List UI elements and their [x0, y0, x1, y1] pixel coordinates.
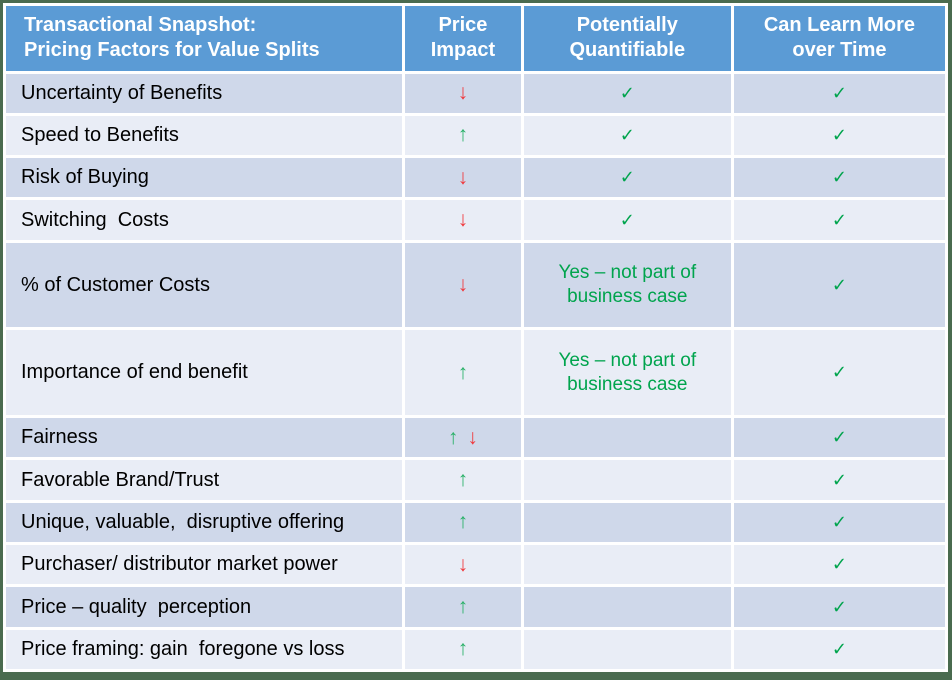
header-row: Transactional Snapshot: Pricing Factors … — [6, 6, 945, 71]
down-arrow-icon: ↓ — [467, 425, 478, 449]
quantifiable-cell — [523, 545, 731, 585]
down-arrow-icon: ↓ — [457, 273, 469, 297]
table-row: % of Customer Costs ↓ Yes – not part of … — [6, 242, 945, 328]
price-impact-cell: ↓ — [405, 158, 521, 198]
factor-label: Favorable Brand/Trust — [6, 460, 403, 500]
checkmark-icon: ✓ — [831, 124, 847, 145]
up-arrow-icon: ↑ — [457, 468, 469, 492]
column-header-price-impact: Price Impact — [405, 6, 521, 71]
learn-more-cell: ✓ — [733, 587, 945, 627]
price-impact-cell: ↑ ↓ — [405, 418, 521, 458]
learn-more-cell: ✓ — [733, 200, 945, 240]
price-impact-cell: ↑ — [405, 502, 521, 543]
column-header-factor: Transactional Snapshot: Pricing Factors … — [6, 6, 403, 71]
factor-label: Unique, valuable, disruptive offering — [6, 502, 403, 543]
factor-label: Importance of end benefit — [6, 330, 403, 416]
price-impact-cell: ↓ — [405, 73, 521, 113]
checkmark-icon: ✓ — [831, 167, 847, 188]
price-impact-cell: ↑ — [405, 629, 521, 669]
table-row: Fairness ↑ ↓ ✓ — [6, 418, 945, 458]
learn-more-cell: ✓ — [733, 158, 945, 198]
table-row: Speed to Benefits ↑ ✓ ✓ — [6, 115, 945, 156]
quantifiable-cell — [523, 587, 731, 627]
quantifiable-cell: ✓ — [523, 115, 731, 156]
factor-label: Speed to Benefits — [6, 115, 403, 156]
quantifiable-note: Yes – not part of business case — [558, 262, 697, 308]
quantifiable-cell — [523, 460, 731, 500]
up-arrow-icon: ↑ — [457, 360, 469, 384]
learn-more-cell: ✓ — [733, 418, 945, 458]
factor-label: Risk of Buying — [6, 158, 403, 198]
checkmark-icon: ✓ — [831, 554, 847, 575]
table-row: Risk of Buying ↓ ✓ ✓ — [6, 158, 945, 198]
quantifiable-cell — [523, 629, 731, 669]
checkmark-icon: ✓ — [831, 511, 847, 532]
column-header-quantifiable: Potentially Quantifiable — [523, 6, 731, 71]
up-arrow-icon: ↑ — [457, 510, 469, 534]
learn-more-cell: ✓ — [733, 73, 945, 113]
checkmark-icon: ✓ — [831, 209, 847, 230]
price-impact-cell: ↑ — [405, 460, 521, 500]
quantifiable-cell: Yes – not part of business case — [523, 330, 731, 416]
learn-more-cell: ✓ — [733, 115, 945, 156]
column-header-learn-more: Can Learn More over Time — [733, 6, 945, 71]
learn-more-cell: ✓ — [733, 330, 945, 416]
down-arrow-icon: ↓ — [457, 552, 469, 576]
down-arrow-icon: ↓ — [457, 165, 469, 189]
factor-label: Price framing: gain foregone vs loss — [6, 629, 403, 669]
learn-more-cell: ✓ — [733, 242, 945, 328]
table-row: Price framing: gain foregone vs loss ↑ ✓ — [6, 629, 945, 669]
quantifiable-cell — [523, 418, 731, 458]
quantifiable-note: Yes – not part of business case — [558, 350, 697, 395]
up-arrow-icon: ↑ — [447, 425, 459, 449]
up-arrow-icon: ↑ — [457, 123, 469, 147]
learn-more-cell: ✓ — [733, 502, 945, 543]
factor-label: % of Customer Costs — [6, 242, 403, 328]
checkmark-icon: ✓ — [619, 167, 635, 188]
price-impact-cell: ↑ — [405, 115, 521, 156]
table-row: Switching Costs ↓ ✓ ✓ — [6, 200, 945, 240]
learn-more-cell: ✓ — [733, 545, 945, 585]
quantifiable-cell — [523, 502, 731, 543]
checkmark-icon: ✓ — [831, 638, 847, 659]
up-arrow-icon: ↑ — [457, 637, 469, 661]
factor-label: Switching Costs — [6, 200, 403, 240]
factor-label: Uncertainty of Benefits — [6, 73, 403, 113]
checkmark-icon: ✓ — [831, 362, 847, 383]
down-arrow-icon: ↓ — [457, 208, 469, 232]
factor-label: Price – quality perception — [6, 587, 403, 627]
table-row: Uncertainty of Benefits ↓ ✓ ✓ — [6, 73, 945, 113]
table-row: Price – quality perception ↑ ✓ — [6, 587, 945, 627]
up-arrow-icon: ↑ — [457, 595, 469, 618]
table-row: Unique, valuable, disruptive offering ↑ … — [6, 502, 945, 543]
checkmark-icon: ✓ — [831, 274, 847, 295]
price-impact-cell: ↓ — [405, 200, 521, 240]
quantifiable-cell: ✓ — [523, 158, 731, 198]
table-row: Favorable Brand/Trust ↑ ✓ — [6, 460, 945, 500]
checkmark-icon: ✓ — [619, 82, 635, 103]
checkmark-icon: ✓ — [831, 82, 847, 103]
learn-more-cell: ✓ — [733, 629, 945, 669]
price-impact-cell: ↑ — [405, 587, 521, 627]
pricing-factors-table: Transactional Snapshot: Pricing Factors … — [3, 3, 948, 672]
quantifiable-cell: ✓ — [523, 200, 731, 240]
table-row: Importance of end benefit ↑ Yes – not pa… — [6, 330, 945, 416]
table-row: Purchaser/ distributor market power ↓ ✓ — [6, 545, 945, 585]
learn-more-cell: ✓ — [733, 460, 945, 500]
checkmark-icon: ✓ — [619, 209, 635, 230]
factor-label: Purchaser/ distributor market power — [6, 545, 403, 585]
price-impact-cell: ↓ — [405, 242, 521, 328]
checkmark-icon: ✓ — [831, 427, 847, 448]
checkmark-icon: ✓ — [619, 124, 635, 145]
checkmark-icon: ✓ — [831, 596, 847, 617]
quantifiable-cell: ✓ — [523, 73, 731, 113]
price-impact-cell: ↓ — [405, 545, 521, 585]
price-impact-cell: ↑ — [405, 330, 521, 416]
quantifiable-cell: Yes – not part of business case — [523, 242, 731, 328]
factor-label: Fairness — [6, 418, 403, 458]
down-arrow-icon: ↓ — [457, 81, 469, 105]
checkmark-icon: ✓ — [831, 469, 847, 490]
